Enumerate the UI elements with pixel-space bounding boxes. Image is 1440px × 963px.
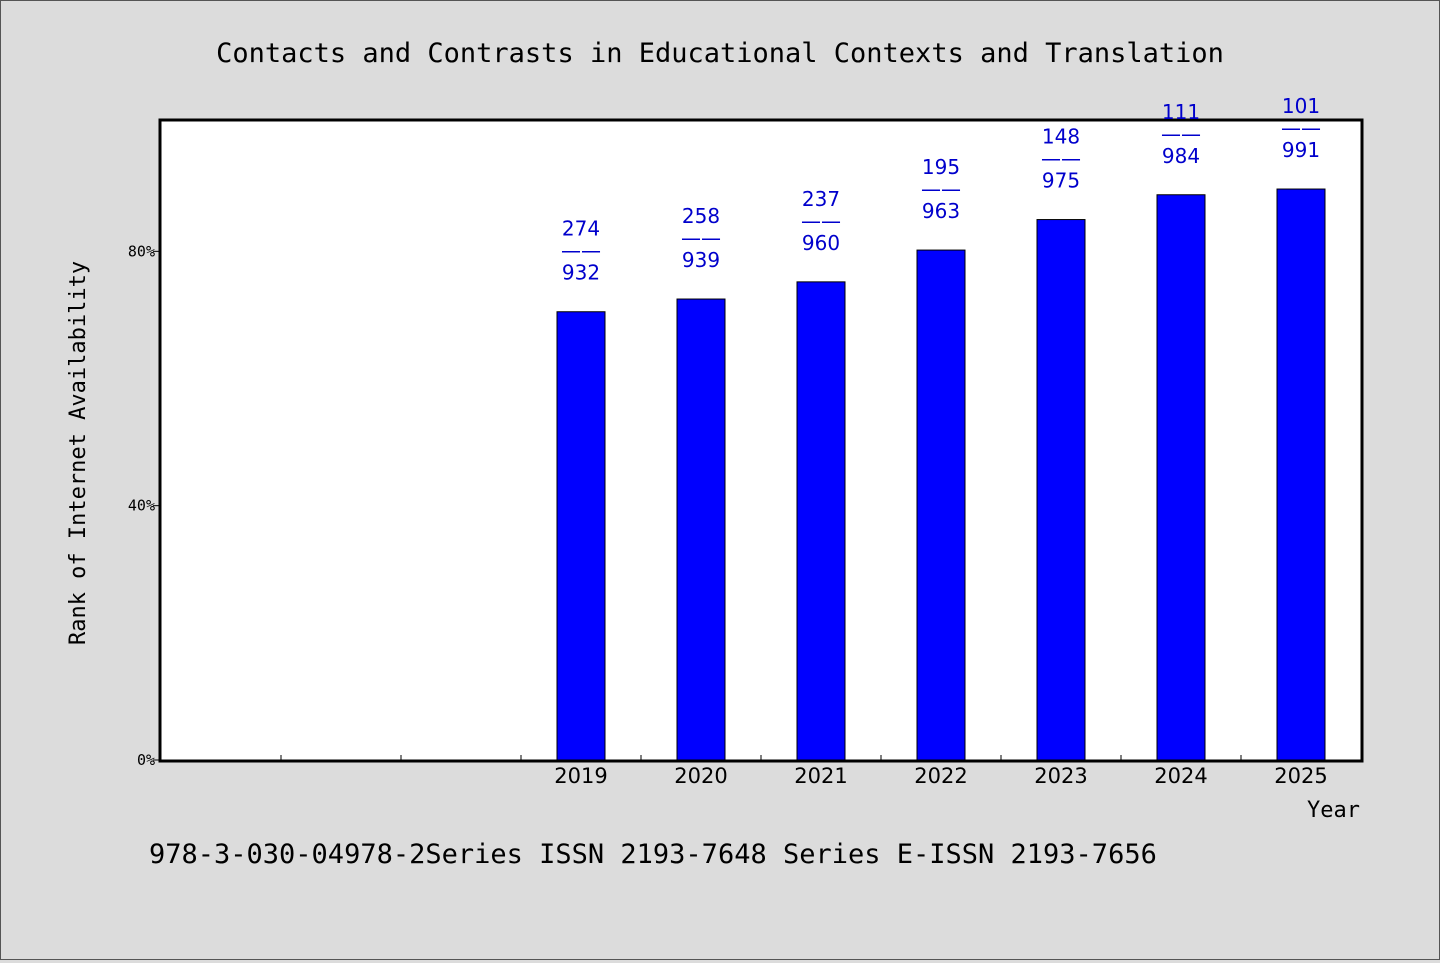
data-label-line: —— (561, 239, 601, 263)
chart-title: Contacts and Contrasts in Educational Co… (216, 38, 1224, 69)
data-labels: 274——932258——939237——960195——963148——975… (561, 94, 1321, 285)
bar-data-label: 258——939 (681, 204, 721, 272)
data-label-line: —— (1161, 122, 1201, 146)
bar (1036, 219, 1086, 761)
data-label-line: 237 (802, 187, 840, 211)
y-tick-label: 0% (137, 751, 155, 769)
data-label-line: 111 (1162, 100, 1200, 124)
x-tick-label: 2020 (674, 764, 727, 788)
x-axis-label: Year (1307, 798, 1360, 823)
y-axis: 0% 40% 80% (128, 242, 161, 769)
bar (1276, 188, 1326, 761)
bar-data-label: 237——960 (801, 187, 841, 255)
data-label-line: —— (681, 226, 721, 250)
y-tick-label: 40% (128, 497, 155, 515)
bar (556, 311, 606, 761)
data-label-line: 975 (1042, 169, 1080, 193)
bar-data-label: 111——984 (1161, 100, 1201, 168)
y-tick-label: 80% (128, 242, 155, 260)
data-label-line: 274 (562, 217, 600, 241)
bar (1156, 194, 1206, 761)
data-label-line: 148 (1042, 125, 1080, 149)
data-label-line: 984 (1162, 144, 1200, 168)
data-label-line: 258 (682, 204, 720, 228)
bars (556, 188, 1326, 761)
x-tick-label: 2021 (794, 764, 847, 788)
data-label-line: 963 (922, 199, 960, 223)
bar-data-label: 274——932 (561, 217, 601, 285)
data-label-line: —— (1041, 147, 1081, 171)
bar-data-label: 101——991 (1281, 94, 1321, 162)
bar (676, 298, 726, 761)
bar-data-label: 148——975 (1041, 125, 1081, 193)
footer-text: 978-3-030-04978-2Series ISSN 2193-7648 S… (149, 839, 1157, 870)
x-tick-label: 2023 (1034, 764, 1087, 788)
data-label-line: 960 (802, 231, 840, 255)
x-axis: 2019 2020 2021 2022 2023 2024 2025 (280, 755, 1328, 788)
data-label-line: 991 (1282, 138, 1320, 162)
bar-data-label: 195——963 (921, 155, 961, 223)
data-label-line: —— (921, 177, 961, 201)
data-label-line: 101 (1282, 94, 1320, 118)
bar (796, 281, 846, 761)
x-tick-label: 2024 (1154, 764, 1207, 788)
y-axis-label: Rank of Internet Availability (66, 261, 91, 645)
data-label-line: 932 (562, 261, 600, 285)
data-label-line: 939 (682, 248, 720, 272)
x-tick-label: 2019 (554, 764, 607, 788)
data-label-line: 195 (922, 155, 960, 179)
data-label-line: —— (1281, 116, 1321, 140)
data-label-line: —— (801, 209, 841, 233)
x-tick-label: 2025 (1274, 764, 1327, 788)
x-tick-label: 2022 (914, 764, 967, 788)
bar (916, 249, 966, 761)
